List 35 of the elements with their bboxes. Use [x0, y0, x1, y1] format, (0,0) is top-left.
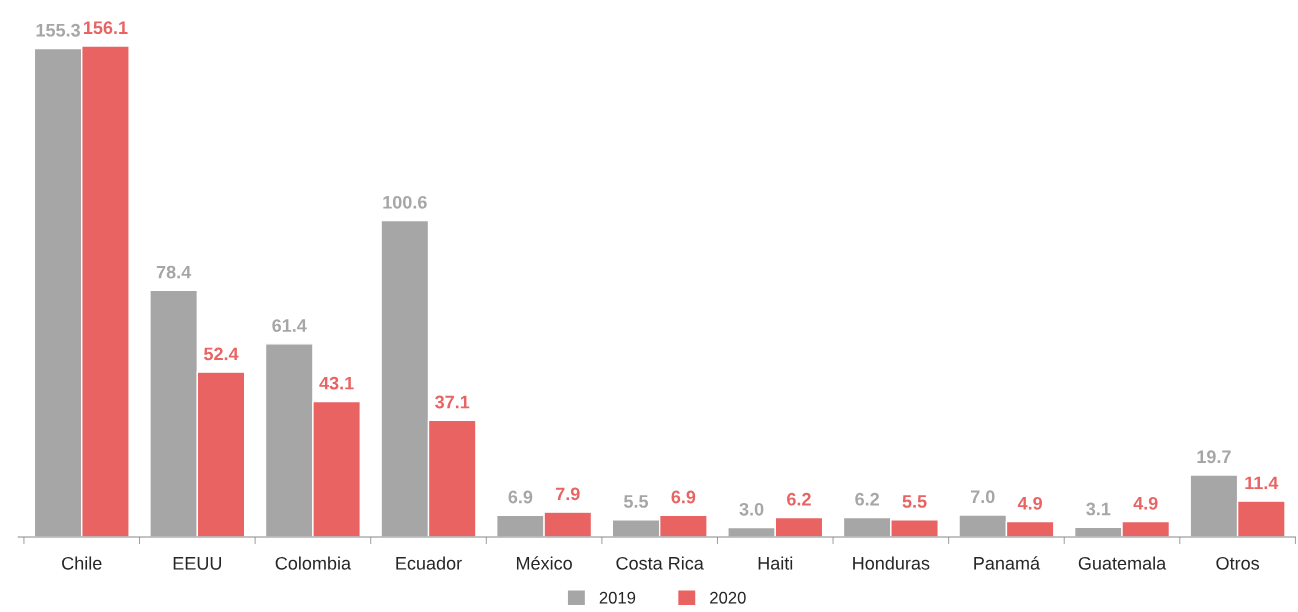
data-label: 11.4 [1245, 476, 1279, 490]
data-label: 3.1 [1086, 502, 1111, 516]
data-label: 6.2 [787, 492, 811, 506]
x-tick-label: Costa Rica [616, 556, 704, 570]
data-label: 52.4 [204, 347, 239, 361]
x-tick-label: Haiti [758, 556, 793, 570]
data-label: 155.3 [36, 23, 80, 37]
data-label: 4.9 [1133, 496, 1158, 510]
x-tick-label: Otros [1216, 556, 1260, 570]
data-label: 19.7 [1197, 450, 1231, 464]
data-label: 78.4 [156, 265, 192, 279]
x-tick-label: EEUU [173, 557, 222, 570]
data-label: 61.4 [272, 319, 307, 332]
data-label: 37.1 [435, 395, 470, 409]
data-label: 156.1 [83, 21, 128, 35]
data-label: 100.6 [383, 195, 427, 209]
data-label: 6.9 [671, 490, 696, 504]
data-label: 3.0 [739, 502, 764, 516]
data-label: 5.5 [902, 495, 927, 508]
x-tick-label: Colombia [275, 556, 352, 570]
data-label: 7.0 [970, 490, 995, 504]
x-tick-label: Ecuador [396, 556, 462, 570]
x-tick-label: Honduras [853, 556, 930, 570]
data-label: 4.9 [1017, 496, 1043, 510]
data-label: 43.1 [319, 376, 354, 390]
data-label: 6.9 [508, 490, 533, 504]
x-tick-label: México [516, 556, 572, 570]
x-tick-label: Panamá [974, 556, 1041, 570]
data-label: 5.5 [623, 495, 649, 508]
data-label: 7.9 [556, 487, 580, 501]
legend-label: 2019 [599, 591, 636, 604]
x-tick-label: Guatemala [1078, 556, 1167, 570]
legend-label: 2020 [710, 591, 746, 604]
x-tick-label: Chile [62, 556, 102, 570]
data-label: 6.2 [855, 492, 879, 506]
